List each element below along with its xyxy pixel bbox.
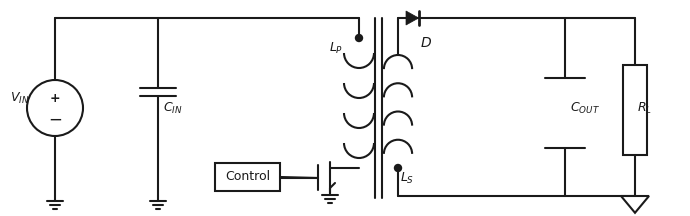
- Text: +: +: [50, 92, 60, 105]
- Polygon shape: [406, 11, 419, 25]
- Text: −: −: [48, 111, 62, 129]
- Circle shape: [395, 165, 402, 172]
- FancyBboxPatch shape: [623, 65, 647, 155]
- Polygon shape: [621, 196, 649, 213]
- FancyBboxPatch shape: [215, 163, 280, 191]
- Text: D: D: [421, 36, 431, 50]
- Text: $C_{OUT}$: $C_{OUT}$: [570, 100, 600, 116]
- Text: $R_L$: $R_L$: [637, 100, 652, 116]
- Text: $C_{IN}$: $C_{IN}$: [163, 100, 183, 116]
- Text: $V_{IN}$: $V_{IN}$: [10, 91, 30, 106]
- Text: $L_P$: $L_P$: [329, 40, 343, 56]
- Text: Control: Control: [225, 170, 270, 184]
- Text: $L_S$: $L_S$: [400, 170, 414, 186]
- Circle shape: [355, 35, 362, 41]
